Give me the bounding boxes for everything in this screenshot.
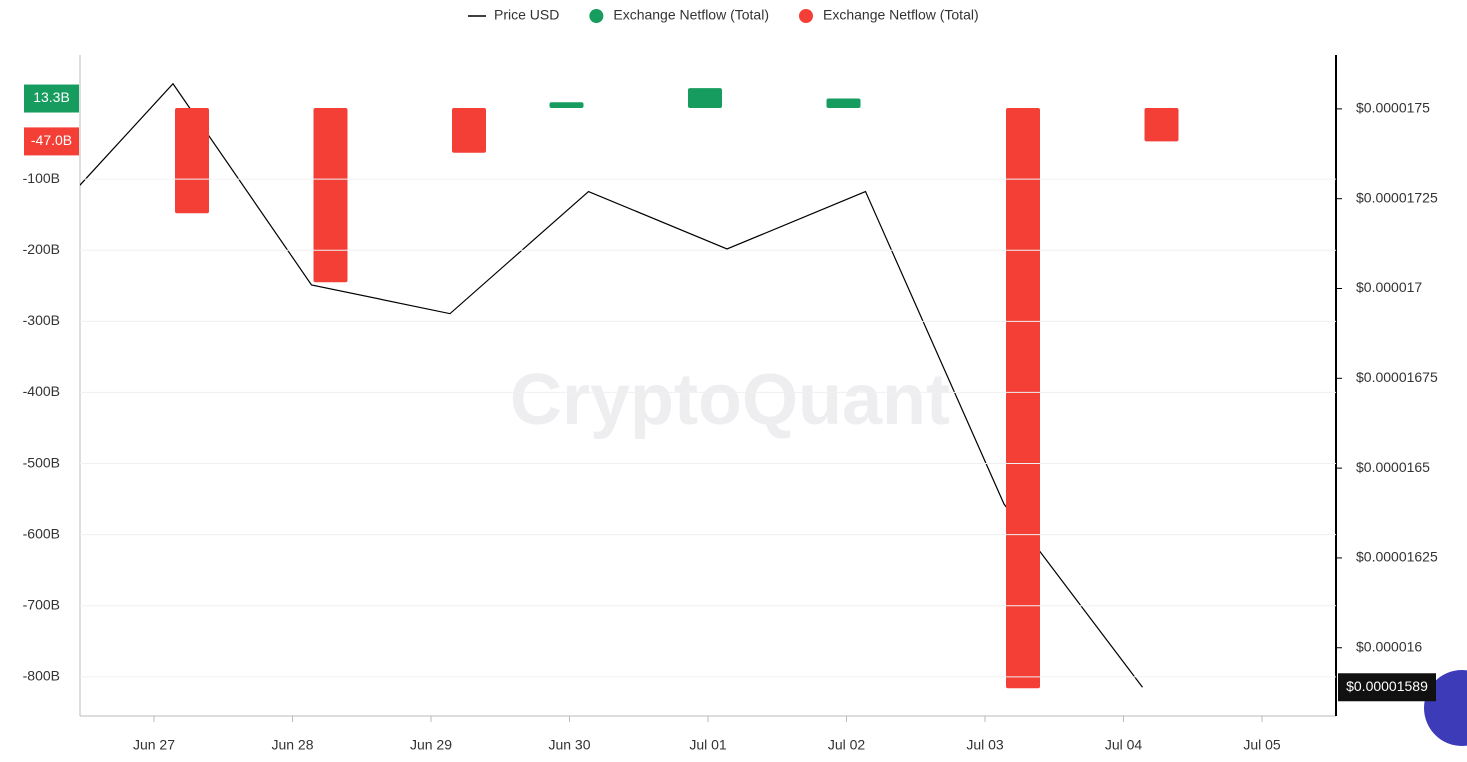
y-tick-label: -100B — [23, 170, 60, 186]
y-tick-label: -600B — [23, 525, 60, 541]
y-tick-label: -300B — [23, 312, 60, 328]
x-tick-label: Jun 27 — [133, 737, 175, 753]
legend: Price USD Exchange Netflow (Total) Exchang… — [468, 7, 979, 23]
bar — [175, 107, 209, 214]
value-badge — [24, 84, 79, 113]
bar — [688, 88, 722, 108]
legend-label: Exchange Netflow (Total) — [823, 7, 979, 23]
bar — [313, 107, 348, 283]
x-tick-label: Jul 01 — [689, 737, 727, 753]
bar — [549, 102, 584, 108]
legend-label: Price USD — [494, 7, 559, 23]
legend-swatch — [589, 9, 604, 23]
value-badge — [1338, 673, 1436, 702]
bar — [826, 98, 861, 108]
x-tick-label: Jun 30 — [548, 737, 590, 753]
bar — [1144, 107, 1179, 142]
y2-tick-label: $0.00001725 — [1356, 189, 1438, 205]
x-tick-label: Jul 03 — [966, 737, 1004, 753]
value-badge-label: -47.0B — [31, 132, 72, 148]
legend-swatch — [799, 9, 813, 23]
value-badge-label: 13.3B — [33, 89, 70, 105]
value-badge-label: $0.00001589 — [1346, 678, 1428, 694]
y-tick-label: -700B — [23, 596, 60, 612]
watermark: CryptoQuant — [510, 360, 950, 440]
legend-label: Exchange Netflow (Total) — [613, 7, 769, 23]
price-line — [80, 82, 1143, 688]
y2-tick-label: $0.000016 — [1356, 638, 1422, 654]
x-tick-label: Jul 04 — [1105, 737, 1143, 753]
bar — [1006, 107, 1040, 689]
y-tick-label: -500B — [23, 454, 60, 470]
y2-tick-label: $0.00001675 — [1356, 369, 1438, 385]
y2-tick-label: $0.0000165 — [1356, 459, 1430, 475]
y2-tick-label: $0.00001625 — [1356, 549, 1438, 565]
plot-area — [80, 82, 1179, 689]
y-tick-label: -200B — [23, 241, 60, 257]
x-tick-label: Jul 05 — [1243, 737, 1281, 753]
y2-tick-label: $0.0000175 — [1356, 100, 1430, 116]
value-badge — [24, 127, 79, 156]
x-tick-label: Jun 29 — [410, 737, 452, 753]
bar — [452, 107, 486, 153]
y-tick-label: -400B — [23, 383, 60, 399]
y-tick-label: -800B — [23, 668, 60, 684]
x-tick-label: Jul 02 — [828, 737, 866, 753]
x-tick-label: Jun 28 — [271, 737, 313, 753]
y2-tick-label: $0.000017 — [1356, 279, 1422, 295]
